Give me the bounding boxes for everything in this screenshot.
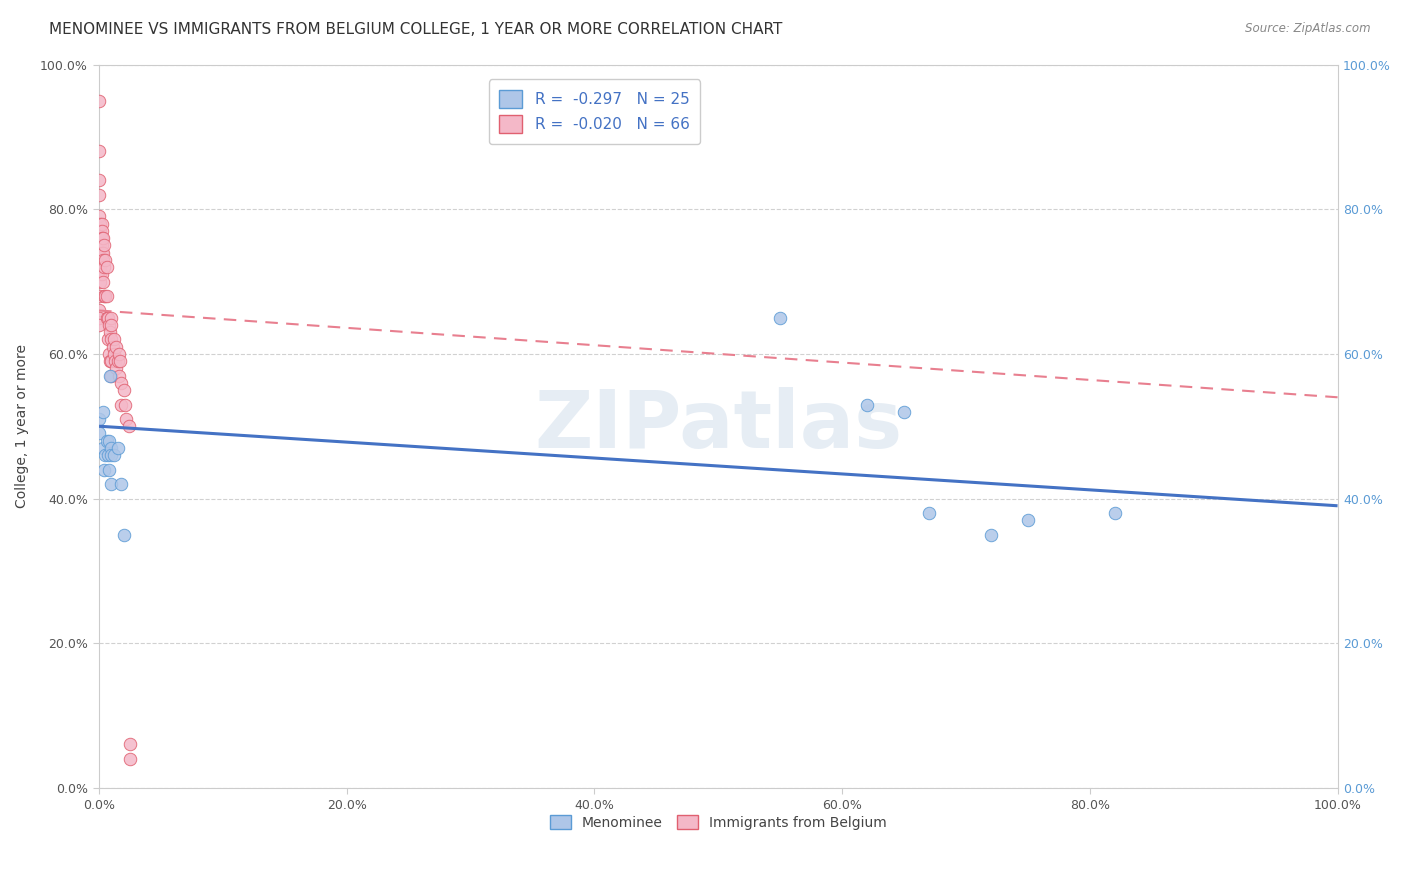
Point [94,252,117,267]
Point [100,354,122,368]
Point [91,441,114,455]
Point [112,383,135,397]
Point [100,441,122,455]
Point [87,94,110,108]
Point [980,527,1002,541]
Point [105,361,128,376]
Point [93,260,115,274]
Point [110,376,132,390]
Point [1104,506,1126,520]
Point [98,368,121,383]
Point [110,397,132,411]
Point [87,289,110,303]
Point [118,419,141,434]
Point [87,318,110,332]
Point [87,260,110,274]
Point [100,333,122,347]
Point [110,477,132,491]
Point [98,354,121,368]
Point [91,275,114,289]
Point [87,224,110,238]
Point [89,268,111,282]
Point [91,245,114,260]
Point [97,310,120,325]
Point [87,252,110,267]
Point [108,347,131,361]
Y-axis label: College, 1 year or more: College, 1 year or more [15,344,30,508]
Point [87,412,110,426]
Point [87,173,110,187]
Point [97,333,120,347]
Point [90,268,112,282]
Point [93,289,115,303]
Point [104,354,127,368]
Point [918,506,941,520]
Point [90,245,112,260]
Point [98,318,121,332]
Point [89,238,111,252]
Text: MENOMINEE VS IMMIGRANTS FROM BELGIUM COLLEGE, 1 YEAR OR MORE CORRELATION CHART: MENOMINEE VS IMMIGRANTS FROM BELGIUM COL… [49,22,783,37]
Point [107,354,129,368]
Point [87,310,110,325]
Legend: Menominee, Immigrants from Belgium: Menominee, Immigrants from Belgium [544,809,891,835]
Point [89,260,111,274]
Point [90,217,112,231]
Point [91,252,114,267]
Point [893,405,915,419]
Point [91,405,114,419]
Point [94,289,117,303]
Point [89,217,111,231]
Point [96,434,118,448]
Point [87,187,110,202]
Point [91,231,114,245]
Point [96,310,118,325]
Text: ZIPatlas: ZIPatlas [534,387,903,466]
Point [120,738,142,752]
Point [101,340,124,354]
Point [87,303,110,318]
Point [103,448,125,462]
Point [108,354,131,368]
Point [90,238,112,252]
Text: Source: ZipAtlas.com: Source: ZipAtlas.com [1246,22,1371,36]
Point [97,448,120,462]
Point [87,145,110,159]
Point [100,318,122,332]
Point [1017,513,1039,527]
Point [105,340,128,354]
Point [100,448,122,462]
Point [100,368,122,383]
Point [98,462,121,476]
Point [769,310,792,325]
Point [90,231,112,245]
Point [93,238,115,252]
Point [87,210,110,224]
Point [96,260,118,274]
Point [107,441,129,455]
Point [98,325,121,339]
Point [87,426,110,441]
Point [89,224,111,238]
Point [100,477,122,491]
Point [112,527,135,541]
Point [96,289,118,303]
Point [94,448,117,462]
Point [103,333,125,347]
Point [90,224,112,238]
Point [103,347,125,361]
Point [93,462,115,476]
Point [115,412,138,426]
Point [98,347,121,361]
Point [120,752,142,766]
Point [100,310,122,325]
Point [108,368,131,383]
Point [856,397,879,411]
Point [114,397,136,411]
Point [89,275,111,289]
Point [87,245,110,260]
Point [98,434,121,448]
